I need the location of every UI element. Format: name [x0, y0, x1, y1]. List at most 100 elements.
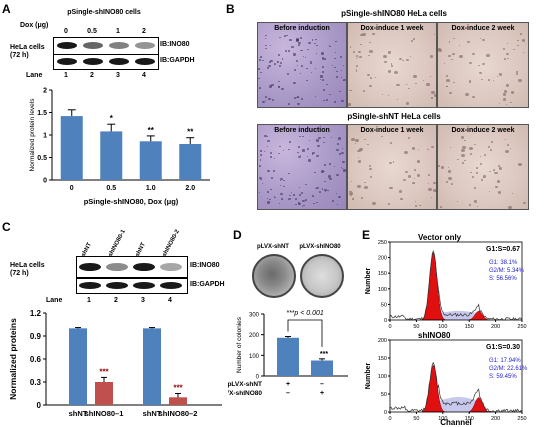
cell-speck [297, 44, 300, 46]
cell-speck [432, 181, 436, 185]
x-tick-label: shINO80–1 [85, 409, 124, 418]
panel-a-lane-1: 2 [90, 72, 94, 79]
cell-speck [329, 93, 331, 95]
y-tick-label: 0 [384, 318, 387, 324]
blot-band [109, 42, 129, 49]
panel-a-dose-3: 2 [142, 28, 146, 35]
cell-speck [327, 190, 329, 192]
cell-speck [505, 104, 508, 106]
cell-speck [306, 148, 310, 151]
cell-speck [281, 58, 284, 60]
cell-speck [400, 197, 403, 200]
cell-speck [318, 190, 322, 193]
cell-speck [301, 192, 304, 194]
cell-speck [349, 89, 352, 92]
cell-speck [265, 44, 268, 47]
cell-speck [316, 201, 318, 203]
cell-speck [274, 157, 276, 159]
cell-speck [360, 43, 363, 46]
cell-speck [414, 177, 416, 179]
y-axis-label: Number [365, 268, 372, 295]
cell-speck [475, 167, 478, 170]
cell-speck [298, 42, 301, 45]
cell-speck [265, 37, 267, 40]
cell-speck [506, 57, 509, 60]
cell-speck [288, 172, 290, 174]
cell-speck [426, 148, 429, 151]
cell-speck [488, 190, 491, 193]
y-tick-label: 0.3 [30, 378, 42, 387]
cell-speck [349, 46, 352, 48]
cell-speck [482, 175, 487, 178]
cell-speck [280, 193, 283, 196]
cell-speck [357, 156, 359, 158]
phase-stat: S: 56.56% [489, 276, 517, 282]
x-tick-label: shNT [69, 409, 88, 418]
x-tick-label: 50 [413, 324, 419, 330]
cell-speck [297, 201, 300, 204]
cell-speck [446, 85, 449, 88]
cell-speck [429, 54, 434, 58]
cell-speck [369, 50, 374, 54]
cell-speck [382, 93, 384, 95]
g1-s-ratio: G1:S=0.30 [486, 344, 520, 351]
cell-speck [262, 100, 266, 103]
cell-speck [348, 103, 352, 106]
significance-mark: *** [173, 384, 183, 393]
cell-speck [354, 142, 357, 145]
panel-a-label: A [2, 2, 11, 16]
cell-speck [274, 196, 277, 199]
cell-speck [471, 176, 474, 178]
cell-speck [498, 73, 502, 76]
cell-speck [467, 40, 471, 43]
panel-c-lane-0: 1 [87, 297, 91, 304]
panel-b-group2-title: pSingle-shNT HeLa cells [347, 112, 441, 121]
panel-c-ib-gapdh: IB:GAPDH [190, 281, 225, 288]
cell-speck [314, 95, 317, 97]
cell-speck [278, 86, 280, 88]
cell-speck [446, 75, 449, 78]
cell-speck [321, 57, 325, 60]
cell-speck [338, 152, 342, 155]
y-tick-label: 200 [378, 338, 387, 344]
cell-speck [352, 198, 354, 200]
cell-speck [487, 145, 491, 148]
blot-band [160, 263, 182, 271]
cell-speck [387, 95, 389, 97]
cell-speck [274, 63, 277, 65]
cell-speck [335, 40, 338, 42]
cell-speck [505, 84, 510, 88]
cell-speck [479, 37, 481, 39]
cell-speck [324, 189, 327, 192]
cell-speck [341, 99, 344, 102]
cell-speck [293, 82, 296, 84]
cell-speck [281, 88, 284, 91]
blot-band [160, 282, 182, 289]
cell-speck [323, 170, 326, 172]
cell-speck [352, 51, 356, 54]
cell-speck [472, 52, 475, 55]
panel-a-dose-1: 0.5 [87, 28, 97, 35]
cell-speck [369, 77, 373, 80]
cell-speck [459, 55, 464, 59]
cell-speck [398, 57, 402, 61]
cell-speck [412, 147, 416, 150]
cell-speck [397, 98, 399, 100]
phase-stat: G2/M: 22.61% [489, 366, 528, 372]
y-tick-label: 1 [43, 133, 47, 140]
cell-speck [264, 150, 266, 152]
blot-band [133, 263, 155, 271]
cell-speck [448, 41, 451, 43]
panel-c-gapdh-blot [76, 278, 188, 294]
cell-speck [359, 148, 363, 151]
cell-speck [266, 191, 270, 194]
cell-speck [311, 153, 314, 155]
cell-speck [482, 176, 485, 178]
cell-speck [271, 99, 274, 102]
cell-speck [355, 54, 358, 57]
cell-speck [405, 83, 407, 85]
cell-speck [358, 51, 361, 54]
cell-speck [306, 68, 308, 70]
cell-speck [410, 40, 413, 43]
cell-speck [339, 90, 342, 93]
